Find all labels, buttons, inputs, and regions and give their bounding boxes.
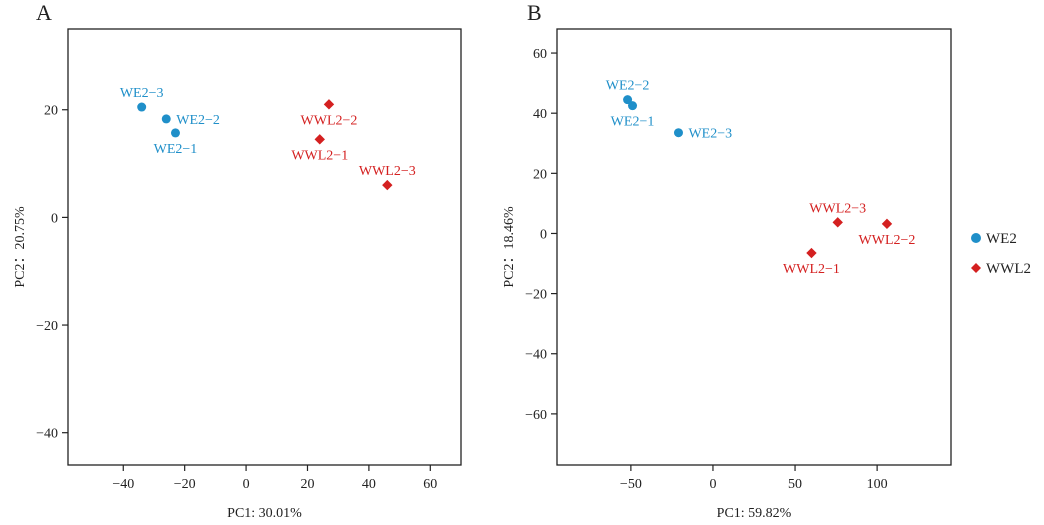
panel-a-plot-frame bbox=[67, 28, 462, 466]
panel-a-x-tick-label: 20 bbox=[300, 477, 314, 492]
panel-b-x-axis-title: PC1: 59.82% bbox=[717, 506, 792, 521]
panel-a-x-tick-label: 0 bbox=[243, 477, 250, 492]
legend-marker-wwl2 bbox=[971, 263, 981, 273]
legend-label-wwl2: WWL2 bbox=[986, 261, 1031, 277]
panel-a-point-we2 bbox=[137, 102, 147, 112]
panel-a-point-wwl2 bbox=[314, 134, 325, 145]
panel-b-y-tick-label: −40 bbox=[525, 348, 547, 363]
panel-b-point-label: WE2−2 bbox=[606, 79, 650, 94]
panel-b-point-wwl2 bbox=[881, 218, 893, 230]
panel-a-point-wwl2 bbox=[382, 179, 393, 191]
panel-a-point-label: WE2−1 bbox=[154, 142, 198, 157]
panel-a-point-wwl2 bbox=[323, 99, 335, 110]
panel-b-y-tick-label: 0 bbox=[540, 227, 547, 242]
panel-a-point-label: WWL2−2 bbox=[301, 113, 358, 128]
panel-a-x-axis-title: PC1: 30.01% bbox=[227, 506, 302, 521]
panel-b-x-tick-label: 50 bbox=[788, 477, 802, 492]
panel-a-chart: A −40 −20 0 20 40 60 −40 −20 0 20 PC1: 30.01% PC2：20… bbox=[13, 0, 462, 521]
panel-a-point-label: WWL2−3 bbox=[359, 164, 416, 179]
legend: WE2 WWL2 bbox=[971, 231, 1031, 277]
panel-b-point-label: WE2−3 bbox=[688, 127, 732, 142]
panel-b-plot-frame bbox=[556, 28, 952, 466]
panel-b-x-tick-label: 100 bbox=[867, 477, 888, 492]
panel-b-point-wwl2 bbox=[832, 217, 843, 228]
panel-a-x-tick-label: 60 bbox=[423, 477, 437, 492]
panel-b-y-tick-label: −60 bbox=[525, 408, 547, 423]
panel-b-y-tick-label: 60 bbox=[533, 47, 547, 62]
panel-a-point-label: WE2−2 bbox=[176, 113, 220, 128]
panel-a-y-axis-title: PC2：20.75% bbox=[13, 206, 28, 288]
panel-b-y-tick-label: −20 bbox=[525, 288, 547, 303]
panel-b-chart: B −50 0 50 100 −60 −40 −20 0 20 40 60 PC1: 59.82% PC2… bbox=[502, 0, 952, 521]
panel-b-y-tick-label: 40 bbox=[533, 107, 547, 122]
panel-a-point-we2 bbox=[170, 128, 180, 138]
panel-a-letter: A bbox=[36, 0, 52, 25]
panel-b-point-label: WWL2−2 bbox=[859, 233, 916, 248]
panel-a-y-tick-label: 0 bbox=[51, 211, 58, 226]
panel-a-point-we2 bbox=[161, 114, 171, 124]
panel-a-x-tick-label: −20 bbox=[174, 477, 196, 492]
panel-a-y-tick-label: −40 bbox=[36, 427, 58, 442]
panel-b-x-tick-label: −50 bbox=[620, 477, 642, 492]
panel-b-point-we2 bbox=[628, 101, 638, 111]
legend-marker-we2 bbox=[971, 233, 981, 243]
panel-a-y-tick-label: −20 bbox=[36, 319, 58, 334]
legend-label-we2: WE2 bbox=[986, 231, 1017, 247]
panel-b-point-wwl2 bbox=[806, 247, 817, 259]
panel-a-x-tick-label: −40 bbox=[112, 477, 134, 492]
panel-b-point-label: WE2−1 bbox=[611, 115, 655, 130]
panel-a-y-tick-label: 20 bbox=[44, 104, 58, 119]
panel-b-x-tick-label: 0 bbox=[709, 477, 716, 492]
panel-a-point-label: WE2−3 bbox=[120, 86, 164, 101]
panel-b-y-tick-label: 20 bbox=[533, 167, 547, 182]
panel-b-point-label: WWL2−1 bbox=[783, 262, 840, 277]
panel-a-x-tick-label: 40 bbox=[362, 477, 376, 492]
panel-b-point-we2 bbox=[623, 95, 633, 105]
panel-a-point-label: WWL2−1 bbox=[291, 148, 348, 163]
panel-b-y-axis-title: PC2：18.46% bbox=[502, 206, 517, 288]
panel-b-letter: B bbox=[527, 0, 542, 25]
panel-b-point-label: WWL2−3 bbox=[809, 201, 866, 216]
panel-b-point-we2 bbox=[673, 128, 683, 138]
